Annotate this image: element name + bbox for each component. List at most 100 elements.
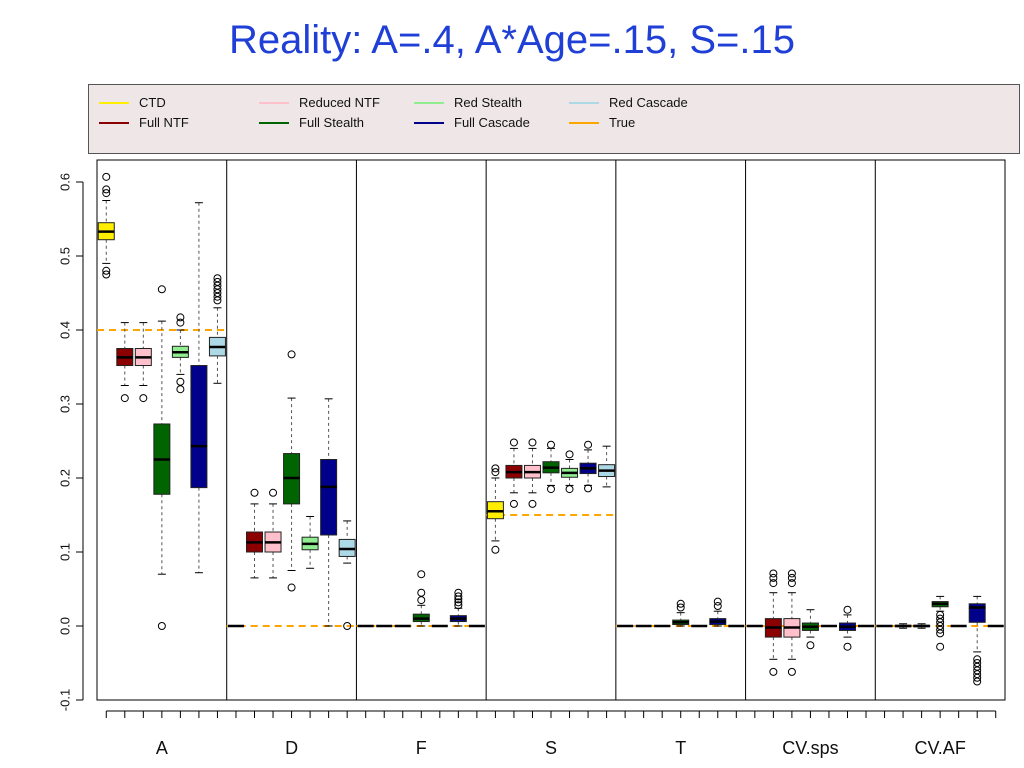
legend-label-true: True [609, 115, 636, 131]
box-s-ctd-outlier [491, 468, 500, 477]
box-a-red-stealth-outlier [176, 313, 185, 322]
box-a-red-stealth-outlier [176, 377, 185, 386]
y-tick-label: 0.0 [57, 617, 72, 635]
box-s-full-stealth-outlier [547, 485, 555, 494]
box-d-red-cascade-outlier [343, 622, 352, 630]
box-cv-af-full-stealth-outlier [936, 610, 945, 619]
box-a-reduced-ntf-outlier [139, 394, 148, 403]
box-s-full-stealth-outlier [547, 440, 555, 449]
box-cv-sps-full-cascade-outlier [843, 605, 852, 614]
box-d-reduced-ntf-outlier [269, 488, 278, 497]
box-a-ctd-outlier [102, 266, 111, 275]
box-f-full-cascade-outlier [454, 588, 463, 597]
box-cv-af-full-cascade-outlier [973, 673, 982, 682]
box-cv-af-full-stealth-outlier [936, 614, 945, 623]
y-tick-label: 0.3 [57, 395, 72, 413]
box-a-ctd-outlier [102, 185, 111, 194]
box-d-full-stealth-outlier [287, 350, 296, 359]
box-f-full-stealth-outlier [417, 588, 426, 597]
legend-item-full-cascade: Full Cascade [414, 114, 530, 132]
box-cv-af-full-cascade-outlier [973, 677, 982, 686]
box-d-full-cascade-iqr [320, 459, 338, 536]
box-d-full-ntf-outlier [250, 488, 259, 497]
y-tick-label: -0.1 [57, 689, 72, 711]
box-f-full-cascade-outlier [454, 592, 463, 601]
legend-swatch-full-cascade [414, 121, 444, 124]
x-group-label: S [545, 738, 557, 758]
legend: CTD Full NTF Reduced NTF Full Stealth Re… [88, 84, 1020, 154]
y-tick-label: 0.4 [57, 321, 72, 339]
legend-swatch-ctd [99, 101, 129, 104]
legend-swatch-true [569, 121, 599, 124]
legend-item-full-ntf: Full NTF [99, 114, 189, 132]
box-cv-sps-full-ntf-outlier [769, 569, 778, 578]
box-a-ctd-outlier [102, 270, 111, 279]
legend-label-full-cascade: Full Cascade [454, 115, 530, 131]
box-s-ctd-outlier [491, 464, 500, 473]
y-tick-label: 0.6 [57, 173, 72, 191]
legend-swatch-reduced-ntf [259, 101, 289, 104]
box-a-full-ntf-outlier [120, 394, 129, 403]
box-t-full-stealth-outlier [676, 603, 685, 612]
legend-label-red-cascade: Red Cascade [609, 95, 688, 111]
legend-label-reduced-ntf: Reduced NTF [299, 95, 380, 111]
legend-swatch-red-stealth [414, 101, 444, 104]
box-d-full-stealth-outlier [287, 583, 296, 592]
box-f-full-stealth-outlier [417, 570, 426, 579]
legend-swatch-full-stealth [259, 121, 289, 124]
box-a-red-stealth-outlier [176, 318, 185, 327]
box-s-ctd-outlier [491, 545, 500, 554]
x-group-label: CV.AF [914, 738, 965, 758]
box-cv-sps-full-ntf-outlier [769, 579, 778, 588]
x-group-label: T [675, 738, 686, 758]
box-a-red-stealth-outlier [176, 385, 185, 394]
box-a-ctd-outlier [102, 189, 111, 198]
box-a-full-cascade-iqr [190, 365, 208, 489]
box-s-full-ntf-outlier [509, 438, 518, 447]
x-group-label: A [156, 738, 168, 758]
legend-label-red-stealth: Red Stealth [454, 95, 522, 111]
box-t-full-cascade-outlier [713, 602, 722, 611]
legend-swatch-full-ntf [99, 121, 129, 124]
legend-label-ctd: CTD [139, 95, 166, 111]
x-group-label: D [285, 738, 298, 758]
box-f-full-stealth-outlier [417, 596, 426, 605]
box-s-reduced-ntf-outlier [528, 438, 537, 447]
legend-item-red-cascade: Red Cascade [569, 94, 688, 112]
box-cv-sps-reduced-ntf-outlier [787, 569, 796, 578]
box-s-red-stealth-outlier [565, 450, 574, 459]
box-s-full-cascade-outlier [584, 484, 593, 493]
legend-swatch-red-cascade [569, 101, 599, 104]
box-cv-sps-reduced-ntf-outlier [787, 667, 796, 676]
box-cv-af-full-stealth-outlier [936, 642, 945, 651]
legend-label-full-ntf: Full NTF [139, 115, 189, 131]
legend-item-red-stealth: Red Stealth [414, 94, 522, 112]
box-t-full-cascade-outlier [713, 597, 722, 606]
box-a-full-stealth-outlier [157, 622, 166, 630]
box-cv-sps-reduced-ntf-outlier [787, 573, 796, 582]
box-cv-sps-full-ntf-outlier [769, 667, 778, 676]
box-cv-sps-reduced-ntf-outlier [787, 579, 796, 588]
y-tick-label: 0.1 [57, 543, 72, 561]
legend-label-full-stealth: Full Stealth [299, 115, 365, 131]
legend-item-ctd: CTD [99, 94, 166, 112]
box-cv-sps-full-cascade-outlier [843, 642, 852, 651]
box-s-reduced-ntf-outlier [528, 499, 537, 508]
legend-item-true: True [569, 114, 635, 132]
box-s-full-cascade-outlier [584, 440, 593, 449]
x-group-label: F [416, 738, 427, 758]
box-cv-sps-full-stealth-outlier [806, 641, 815, 650]
legend-item-full-stealth: Full Stealth [259, 114, 364, 132]
y-tick-label: 0.2 [57, 469, 72, 487]
y-tick-label: 0.5 [57, 247, 72, 265]
plot-frame [96, 159, 1006, 701]
box-s-red-stealth-outlier [565, 485, 574, 494]
box-a-ctd-outlier [102, 172, 111, 181]
box-s-full-ntf-outlier [509, 499, 518, 508]
box-f-full-cascade-outlier [454, 598, 463, 607]
box-a-red-cascade-outlier [213, 274, 222, 283]
legend-item-reduced-ntf: Reduced NTF [259, 94, 380, 112]
box-t-full-stealth-outlier [676, 599, 685, 608]
box-f-full-cascade-outlier [454, 601, 463, 610]
